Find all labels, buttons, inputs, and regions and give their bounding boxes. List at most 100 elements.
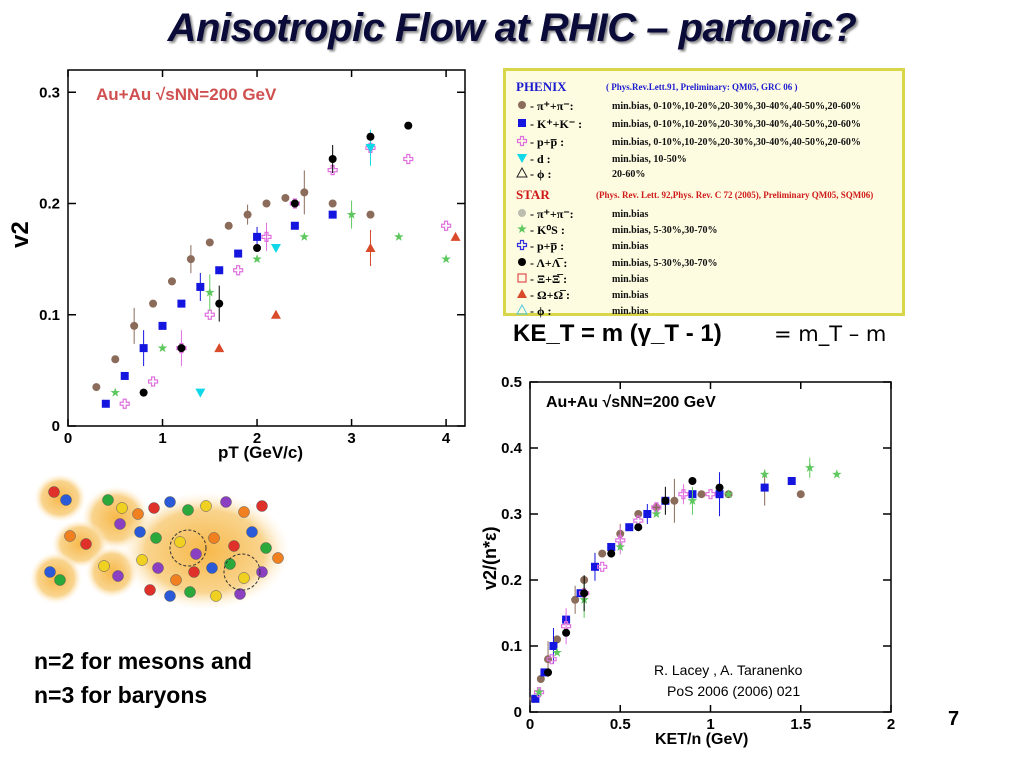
quark [174, 536, 186, 548]
legend-marker [517, 154, 527, 163]
data-point [366, 132, 375, 141]
data-point [651, 509, 662, 519]
phenix-reference: ( Phys.Rev.Lett.91, Preliminary: QM05, G… [606, 82, 798, 92]
quark [224, 558, 236, 570]
quark [152, 562, 164, 574]
legend-marker-icon [514, 166, 530, 183]
data-point [290, 199, 299, 208]
legend-label: - Λ+Λ̅ : [530, 256, 568, 270]
legend-description: min.bias, 5-30%,30-70% [612, 225, 718, 236]
data-point [651, 502, 662, 513]
data-point [253, 244, 262, 252]
legend-description: min.bias [612, 306, 649, 317]
quark [206, 562, 218, 574]
y-tick-label: 0 [52, 418, 60, 435]
legend-marker [517, 289, 527, 298]
legend-marker [518, 258, 526, 266]
data-point [234, 249, 243, 258]
ket-formula: KE_T = m (γ_T - 1) [513, 320, 722, 347]
data-point [365, 243, 376, 252]
quark [256, 566, 268, 578]
data-point [625, 523, 634, 532]
data-point [697, 490, 706, 499]
data-point [290, 221, 299, 230]
data-point [536, 675, 545, 683]
data-point [149, 299, 158, 308]
legend-description: 20-60% [612, 169, 646, 180]
legend-marker [518, 101, 526, 109]
data-point [571, 595, 580, 604]
legend-entry: - Λ+Λ̅ : min.bias, 5-30%,30-70% [514, 256, 718, 271]
quark [246, 526, 258, 538]
data-point [365, 143, 376, 153]
data-point [760, 483, 769, 492]
data-point [796, 490, 805, 499]
legend-entry: - ϕ : 20-60% [514, 166, 646, 183]
data-point [157, 343, 168, 353]
data-point [215, 299, 224, 308]
data-point [119, 398, 130, 409]
data-point [346, 209, 357, 219]
legend-marker-icon [514, 151, 530, 168]
legend-label: - ϕ : [530, 304, 552, 318]
quark [164, 590, 176, 602]
legend-label: - K⁰S : [530, 223, 565, 237]
quark [114, 518, 126, 530]
data-point [705, 489, 716, 500]
data-point [195, 388, 206, 398]
y-tick-label: 0.5 [501, 374, 522, 391]
y-tick-label: 0.1 [39, 307, 60, 324]
quark [80, 538, 92, 550]
legend-entry: - p+p̅ : min.bias, 0-10%,10-20%,20-30%,30… [514, 135, 861, 150]
data-point [607, 549, 616, 558]
left-plot-xlabel: pT (GeV/c) [218, 443, 303, 462]
legend-description: min.bias, 0-10%,10-20%,20-30%,30-40%,40-… [612, 137, 861, 148]
quark [188, 566, 200, 578]
x-tick-label: 0 [64, 430, 72, 447]
mt-formula: = m_T – m [774, 322, 887, 346]
data-point [252, 254, 262, 264]
legend-label: - K⁺+K⁻ : [530, 117, 583, 131]
legend-description: min.bias [612, 241, 649, 252]
legend-marker-icon [514, 222, 530, 239]
quark [200, 500, 212, 512]
legend-marker [516, 303, 528, 315]
data-point [92, 383, 101, 392]
data-point [615, 542, 626, 552]
data-point [634, 510, 643, 518]
legend-marker-icon [514, 134, 530, 151]
quark-number-meson: n=2 for mesons and [34, 648, 252, 674]
data-point [534, 687, 544, 697]
quark-cluster-illustration [30, 474, 290, 610]
data-point [580, 589, 589, 598]
data-point [687, 495, 698, 505]
page-number: 7 [948, 708, 960, 730]
data-point [544, 668, 553, 677]
data-point [615, 535, 626, 546]
data-point [270, 309, 281, 319]
data-point [607, 543, 616, 551]
legend-marker-icon [514, 303, 530, 320]
data-point [598, 549, 607, 558]
star-title: STAR [516, 187, 550, 202]
quark-number-baryon: n=3 for baryons [34, 682, 208, 708]
data-point [224, 221, 233, 230]
legend-marker [518, 209, 526, 217]
data-point [759, 469, 770, 479]
quark [256, 500, 268, 512]
legend-entry: - Ω+Ω̅ : min.bias [514, 288, 648, 303]
legend-description: min.bias, 10-50% [612, 154, 687, 165]
y-tick-label: 0 [514, 704, 522, 721]
quark [64, 530, 76, 542]
legend-label: - p+p̅ : [530, 239, 565, 253]
right-plot-xlabel: KET/n (GeV) [655, 731, 748, 748]
x-tick-label: 2 [887, 716, 895, 733]
legend-entry: - p+p̅ : min.bias [514, 239, 648, 254]
quark [220, 496, 232, 508]
y-tick-label: 0.3 [501, 506, 522, 523]
legend-marker [516, 166, 528, 178]
data-point [688, 477, 697, 485]
quark [48, 486, 60, 498]
data-point [404, 121, 413, 130]
data-point [120, 371, 129, 380]
